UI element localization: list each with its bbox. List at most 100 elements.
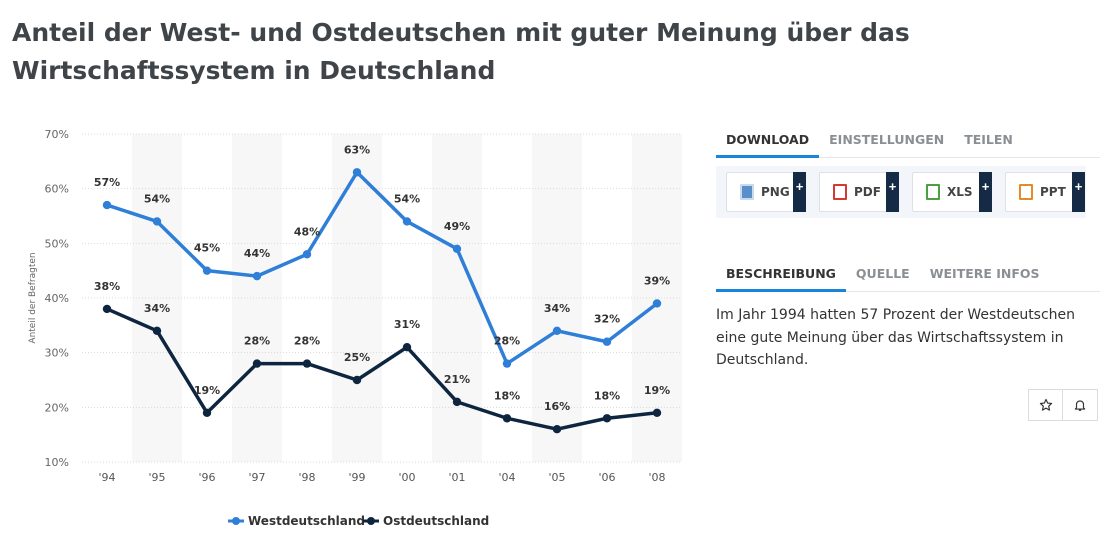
- x-tick-label: '04: [498, 471, 515, 484]
- side-panel: DOWNLOAD EINSTELLUNGEN TEILEN PNG + PDF …: [716, 122, 1100, 421]
- legend-marker: [232, 517, 240, 525]
- png-file-icon: [740, 184, 754, 200]
- data-point: [502, 414, 512, 423]
- x-tick-label: '05: [548, 471, 565, 484]
- y-axis-title: Anteil der Befragten: [28, 252, 38, 343]
- data-label: 28%: [294, 335, 320, 348]
- tab-beschreibung[interactable]: BESCHREIBUNG: [716, 256, 846, 292]
- tab-weitere-infos[interactable]: WEITERE INFOS: [929, 266, 1040, 281]
- data-point: [352, 375, 362, 385]
- favorite-button[interactable]: [1028, 389, 1063, 421]
- data-label: 32%: [594, 313, 620, 326]
- download-xls-button[interactable]: XLS +: [912, 172, 992, 212]
- x-tick-label: '08: [648, 471, 665, 484]
- data-point: [652, 299, 662, 308]
- notification-button[interactable]: [1063, 389, 1098, 421]
- data-point: [602, 414, 612, 423]
- data-label: 38%: [94, 280, 120, 293]
- chart-svg: 10% 20% 30% 40% 50% 60% 70% Anteil der Befragte…: [28, 128, 682, 528]
- download-buttons: PNG + PDF + XLS + PPT +: [716, 166, 1086, 218]
- bell-icon: [1074, 400, 1086, 411]
- data-point: [302, 250, 312, 259]
- data-point: [202, 266, 212, 275]
- ppt-file-icon: [1019, 184, 1033, 200]
- download-pdf-button[interactable]: PDF +: [819, 172, 899, 212]
- data-label: 18%: [594, 389, 620, 402]
- data-point: [552, 326, 562, 335]
- download-png-label: PNG: [761, 185, 790, 199]
- data-point: [202, 408, 212, 417]
- x-tick-label: '01: [448, 471, 465, 484]
- xls-file-icon: [926, 184, 940, 200]
- data-label: 19%: [644, 384, 670, 397]
- grid-band: [332, 134, 382, 462]
- legend-item: Westdeutschland: [228, 514, 365, 528]
- download-png-button[interactable]: PNG +: [726, 172, 806, 212]
- line-chart: 10% 20% 30% 40% 50% 60% 70% Anteil der Befragte…: [0, 120, 700, 544]
- data-point: [252, 271, 262, 281]
- data-label: 44%: [244, 247, 270, 260]
- y-tick-label: 50%: [45, 237, 69, 250]
- data-point: [102, 304, 112, 314]
- x-tick-label: '95: [148, 471, 165, 484]
- data-point: [402, 217, 412, 226]
- plus-icon[interactable]: +: [979, 172, 992, 212]
- data-label: 49%: [444, 220, 470, 233]
- y-tick-label: 30%: [45, 347, 69, 360]
- tab-einstellungen[interactable]: EINSTELLUNGEN: [829, 132, 945, 147]
- download-ppt-button[interactable]: PPT +: [1005, 172, 1085, 212]
- data-point: [252, 359, 262, 368]
- data-point: [502, 359, 512, 368]
- data-label: 21%: [444, 373, 470, 386]
- data-point: [402, 343, 412, 352]
- data-label: 63%: [344, 143, 370, 156]
- data-label: 54%: [394, 192, 420, 205]
- page-title: Anteil der West- und Ostdeutschen mit gu…: [12, 18, 910, 85]
- data-label: 28%: [244, 335, 270, 348]
- data-label: 18%: [494, 389, 520, 402]
- info-tabs: BESCHREIBUNG QUELLE WEITERE INFOS: [716, 256, 1100, 292]
- data-label: 28%: [494, 335, 520, 348]
- plus-icon[interactable]: +: [886, 172, 899, 212]
- data-label: 45%: [194, 242, 220, 255]
- x-tick-label: '06: [598, 471, 615, 484]
- legend-label: Ostdeutschland: [383, 514, 489, 528]
- y-tick-label: 60%: [45, 183, 69, 196]
- legend-item: Ostdeutschland: [363, 514, 489, 528]
- x-tick-label: '98: [298, 471, 315, 484]
- download-pdf-label: PDF: [854, 185, 881, 199]
- pdf-file-icon: [833, 184, 847, 200]
- y-tick-label: 10%: [45, 456, 69, 469]
- plus-icon[interactable]: +: [1072, 172, 1085, 212]
- tab-download[interactable]: DOWNLOAD: [716, 122, 820, 158]
- data-label: 34%: [544, 302, 570, 315]
- series-line-ostdeutschland: [106, 307, 658, 431]
- data-point: [302, 359, 312, 368]
- action-buttons: [1028, 389, 1098, 421]
- data-label: 31%: [394, 318, 420, 331]
- tab-quelle[interactable]: QUELLE: [855, 266, 910, 281]
- x-tick-label: '99: [348, 471, 365, 484]
- data-label: 25%: [344, 351, 370, 364]
- x-tick-label: '97: [248, 471, 265, 484]
- x-tick-label: '00: [398, 471, 415, 484]
- data-label: 57%: [94, 176, 120, 189]
- data-point: [152, 326, 162, 335]
- description-text: Im Jahr 1994 hatten 57 Prozent der Westd…: [716, 307, 1076, 368]
- data-label: 34%: [144, 302, 170, 315]
- data-label: 39%: [644, 274, 670, 287]
- legend-marker: [367, 517, 375, 525]
- data-point: [452, 244, 462, 253]
- x-tick-label: '94: [98, 471, 115, 484]
- y-tick-label: 20%: [45, 401, 69, 414]
- y-tick-label: 70%: [45, 128, 69, 141]
- legend-label: Westdeutschland: [248, 514, 365, 528]
- tab-teilen[interactable]: TEILEN: [964, 132, 1013, 147]
- data-point: [452, 397, 462, 407]
- data-point: [352, 168, 362, 177]
- series-line-westdeutschland: [106, 170, 659, 366]
- plus-icon[interactable]: +: [793, 172, 806, 212]
- x-tick-label: '96: [198, 471, 215, 484]
- data-point: [152, 217, 162, 226]
- data-point: [652, 408, 662, 417]
